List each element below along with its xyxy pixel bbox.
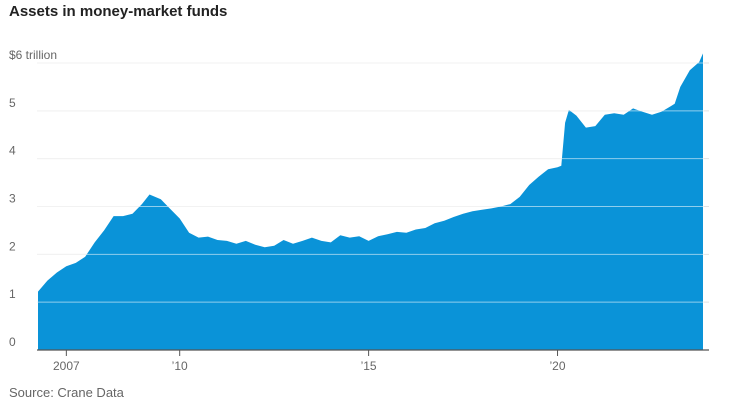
y-tick-label: 2 <box>9 239 16 253</box>
y-tick-label: 3 <box>9 192 16 206</box>
x-tick-label: ’15 <box>361 359 377 373</box>
x-tick-label: ’10 <box>172 359 188 373</box>
source-note: Source: Crane Data <box>9 385 124 400</box>
x-tick-label: 2007 <box>53 359 80 373</box>
x-tick-label: ’20 <box>550 359 566 373</box>
chart-title: Assets in money-market funds <box>9 3 228 20</box>
y-tick-label: 5 <box>9 96 16 110</box>
y-tick-label: 0 <box>9 335 16 349</box>
y-tick-label: $6 trillion <box>9 48 57 62</box>
y-tick-label: 4 <box>9 144 16 158</box>
series-area <box>38 53 703 351</box>
y-tick-label: 1 <box>9 287 16 301</box>
